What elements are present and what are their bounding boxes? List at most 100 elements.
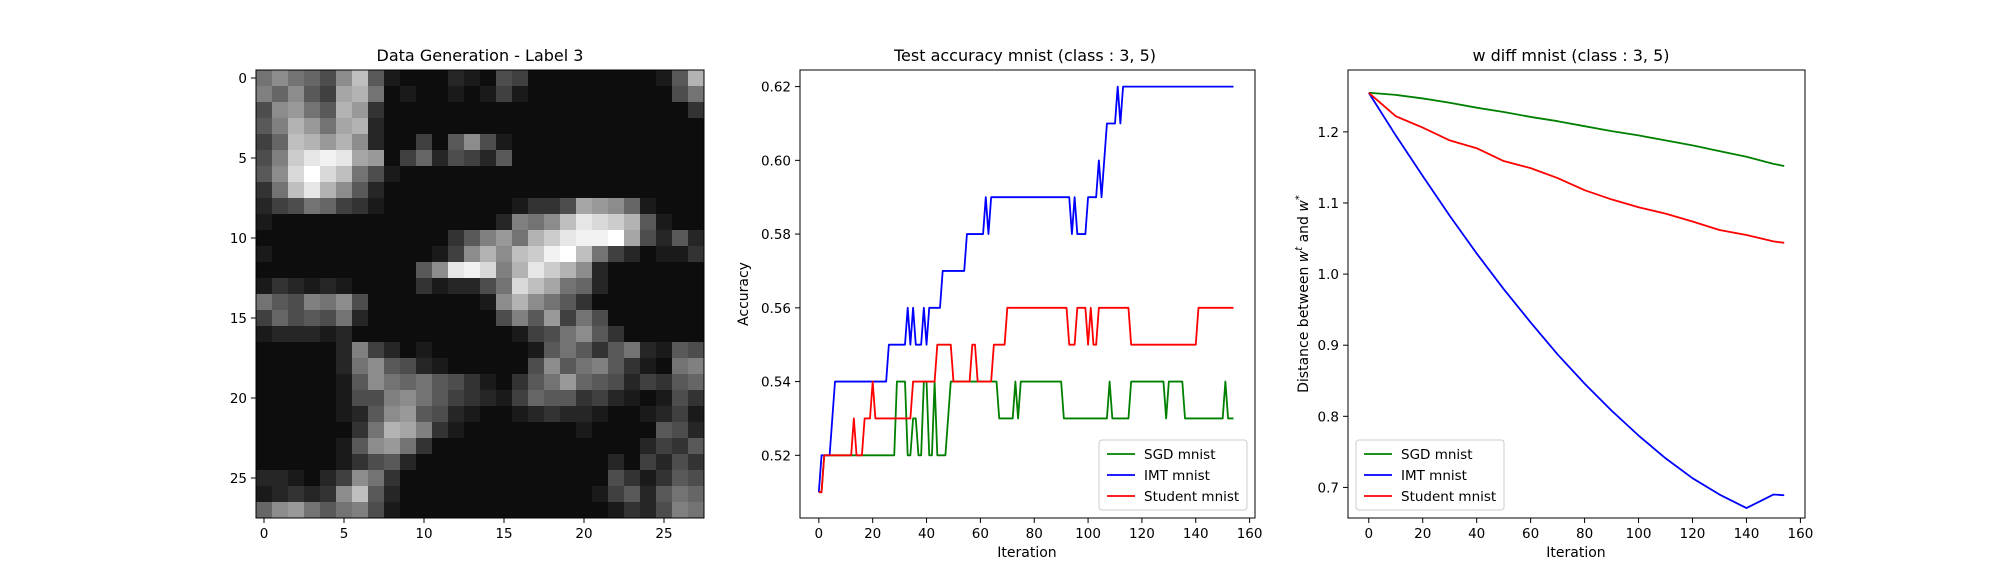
- heatmap-cell: [352, 70, 369, 87]
- heatmap-cell: [304, 182, 321, 199]
- heatmap-cell: [512, 182, 529, 199]
- heatmap-cell: [416, 454, 433, 471]
- wdiff-ylabel-w2: w: [1296, 200, 1312, 212]
- heatmap-cell: [560, 182, 577, 199]
- heatmap-cell: [688, 230, 705, 247]
- heatmap-cell: [464, 70, 481, 87]
- heatmap-cell: [400, 102, 417, 119]
- heatmap-cell: [592, 326, 609, 343]
- heatmap-cell: [336, 454, 353, 471]
- heatmap-xtick-label: 25: [655, 526, 672, 542]
- wdiff-ytick-label: 1.0: [1318, 267, 1339, 283]
- heatmap-cell: [560, 454, 577, 471]
- heatmap-cell: [400, 230, 417, 247]
- heatmap-cell: [560, 86, 577, 103]
- heatmap-cell: [560, 278, 577, 295]
- heatmap-cell: [256, 486, 273, 503]
- heatmap-cell: [576, 198, 593, 215]
- heatmap-cell: [320, 70, 337, 87]
- wdiff-ytick-label: 0.9: [1318, 338, 1339, 354]
- heatmap-cell: [560, 214, 577, 231]
- heatmap-cell: [544, 422, 561, 439]
- heatmap-cell: [688, 438, 705, 455]
- heatmap-cell: [304, 166, 321, 183]
- heatmap-cell: [336, 166, 353, 183]
- heatmap-cell: [496, 454, 513, 471]
- heatmap-cell: [576, 326, 593, 343]
- heatmap-cell: [448, 166, 465, 183]
- heatmap-cell: [688, 502, 705, 519]
- heatmap-cell: [448, 198, 465, 215]
- heatmap-panel: Data Generation - Label 3 0 5 10 15 20 25 0 5 10…: [230, 46, 705, 542]
- heatmap-cell: [512, 278, 529, 295]
- heatmap-cell: [656, 310, 673, 327]
- heatmap-cell: [336, 182, 353, 199]
- accuracy-xtick-label: 120: [1129, 526, 1155, 542]
- heatmap-cell: [608, 374, 625, 391]
- heatmap-cell: [496, 182, 513, 199]
- wdiff-ylabel-w1: w: [1296, 250, 1312, 262]
- heatmap-cell: [304, 102, 321, 119]
- heatmap-cell: [672, 406, 689, 423]
- heatmap-cell: [544, 310, 561, 327]
- heatmap-cell: [480, 502, 497, 519]
- heatmap-cell: [528, 438, 545, 455]
- heatmap-cell: [336, 214, 353, 231]
- heatmap-cell: [624, 294, 641, 311]
- heatmap-cell: [288, 310, 305, 327]
- heatmap-cell: [256, 278, 273, 295]
- heatmap-cell: [512, 102, 529, 119]
- heatmap-cell: [512, 86, 529, 103]
- wdiff-xtick-label: 40: [1468, 526, 1485, 542]
- heatmap-cell: [304, 86, 321, 103]
- heatmap-cell: [656, 166, 673, 183]
- heatmap-cell: [576, 246, 593, 263]
- heatmap-cell: [320, 374, 337, 391]
- heatmap-cell: [432, 454, 449, 471]
- heatmap-cell: [400, 262, 417, 279]
- heatmap-cell: [320, 326, 337, 343]
- heatmap-cell: [640, 278, 657, 295]
- heatmap-cell: [400, 390, 417, 407]
- heatmap-cell: [352, 358, 369, 375]
- heatmap-cell: [352, 86, 369, 103]
- heatmap-cell: [336, 150, 353, 167]
- heatmap-cell: [688, 374, 705, 391]
- heatmap-cell: [416, 422, 433, 439]
- heatmap-cell: [672, 246, 689, 263]
- heatmap-cell: [400, 502, 417, 519]
- heatmap-cell: [320, 214, 337, 231]
- heatmap-cell: [480, 310, 497, 327]
- heatmap-cell: [288, 230, 305, 247]
- heatmap-cell: [464, 230, 481, 247]
- heatmap-cell: [416, 150, 433, 167]
- heatmap-cell: [640, 470, 657, 487]
- heatmap-cell: [672, 502, 689, 519]
- heatmap-cell: [688, 214, 705, 231]
- wdiff-xtick-label: 100: [1626, 526, 1652, 542]
- accuracy-lines: [817, 85, 1234, 494]
- heatmap-cell: [288, 182, 305, 199]
- heatmap-cell: [352, 310, 369, 327]
- heatmap-cell: [544, 214, 561, 231]
- heatmap-cell: [352, 166, 369, 183]
- heatmap-cell: [256, 374, 273, 391]
- heatmap-cell: [304, 438, 321, 455]
- heatmap-cell: [432, 230, 449, 247]
- heatmap-cell: [496, 262, 513, 279]
- heatmap-xtick-label: 10: [415, 526, 432, 542]
- heatmap-cell: [336, 486, 353, 503]
- heatmap-cell: [688, 470, 705, 487]
- heatmap-cell: [576, 406, 593, 423]
- heatmap-cell: [656, 406, 673, 423]
- heatmap-cell: [528, 166, 545, 183]
- heatmap-cell: [528, 470, 545, 487]
- heatmap-cell: [464, 278, 481, 295]
- heatmap-cell: [656, 326, 673, 343]
- heatmap-cell: [336, 262, 353, 279]
- heatmap-cell: [448, 230, 465, 247]
- heatmap-cell: [592, 102, 609, 119]
- wdiff-ylabel-mid: and: [1296, 212, 1312, 247]
- heatmap-cell: [384, 470, 401, 487]
- heatmap-cell: [544, 454, 561, 471]
